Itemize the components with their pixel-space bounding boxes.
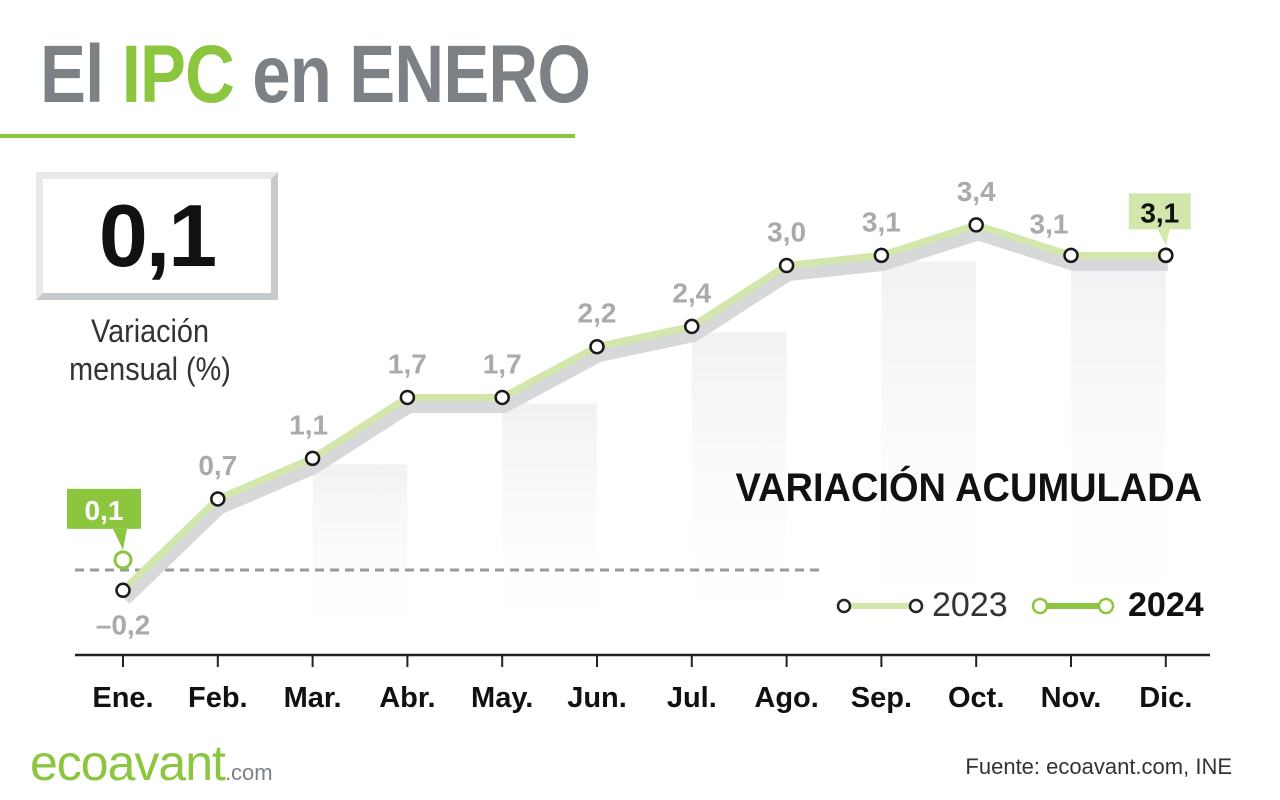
series-2023-value-label: 2,4 bbox=[672, 277, 711, 308]
series-2023-value-label: 1,7 bbox=[483, 348, 522, 379]
series-2023-point bbox=[304, 450, 321, 467]
x-axis-tick-label: Jul. bbox=[667, 682, 717, 714]
series-2023-value-label: 3,0 bbox=[767, 217, 806, 248]
series-2023-point bbox=[210, 491, 226, 507]
series-2023-value-label: –0,2 bbox=[96, 609, 151, 640]
x-axis-tick-label: Jun. bbox=[567, 682, 627, 714]
highlight-tag-dec-pointer bbox=[1157, 229, 1170, 246]
series-2023-line bbox=[120, 221, 1166, 593]
background-band bbox=[1071, 261, 1166, 651]
series-2023-value-label: 3,4 bbox=[957, 176, 996, 207]
series-2023-value-label: 3,1 bbox=[862, 206, 901, 237]
title-suffix: en ENERO bbox=[234, 29, 591, 120]
legend-label-2023: 2023 bbox=[932, 586, 1008, 624]
accumulated-variation-text: VARIACIÓN ACUMULADA bbox=[735, 466, 1202, 510]
x-axis-tick-label: Abr. bbox=[379, 682, 435, 714]
background-band bbox=[881, 261, 977, 651]
x-axis-tick-label: Oct. bbox=[948, 682, 1004, 714]
background-band bbox=[691, 332, 787, 651]
legend-2024-marker-end bbox=[1097, 597, 1115, 615]
series-2023-point bbox=[684, 318, 700, 335]
x-axis-tick-label: Feb. bbox=[188, 682, 248, 714]
highlight-tag-dec bbox=[1128, 193, 1191, 230]
highlight-tag-2024-pointer bbox=[113, 528, 127, 550]
series-2023-value-label: 1,1 bbox=[289, 409, 328, 440]
brand-suffix: .com bbox=[224, 760, 273, 785]
x-axis-tick-label: Sep. bbox=[851, 682, 912, 714]
kpi-box: 0,1 bbox=[36, 172, 278, 300]
brand-logo: ecoavant.com bbox=[30, 734, 273, 792]
x-axis-tick-label: Nov. bbox=[1041, 682, 1102, 714]
x-axis-tick-label: Dic. bbox=[1139, 682, 1192, 714]
background-band bbox=[312, 464, 408, 651]
source-note: Fuente: ecoavant.com, INE bbox=[965, 754, 1232, 779]
x-axis-tick-label: Ene. bbox=[92, 682, 153, 714]
series-2023-point bbox=[1063, 247, 1079, 264]
legend-2023-marker-end bbox=[908, 598, 924, 614]
series-2023-shadow bbox=[120, 227, 1168, 604]
kpi-value: 0,1 bbox=[98, 186, 217, 285]
series-2023-point bbox=[494, 389, 510, 406]
series-2023-value-label: 2,2 bbox=[578, 298, 617, 329]
brand-name: ecoavant bbox=[30, 735, 226, 791]
series-2023-point bbox=[873, 247, 890, 264]
x-axis-tick-label: Mar. bbox=[284, 682, 342, 714]
x-axis-tick-label: Ago. bbox=[754, 682, 818, 714]
title-underline bbox=[0, 134, 575, 138]
legend-label-2024: 2024 bbox=[1128, 586, 1204, 624]
highlight-value-dec: 3,1 bbox=[1140, 197, 1179, 228]
legend-2023-marker-start bbox=[836, 598, 852, 614]
background-band bbox=[502, 403, 597, 651]
series-2023-point bbox=[589, 338, 605, 355]
series-2023-point bbox=[115, 582, 131, 599]
series-2023-value-label: 1,7 bbox=[388, 348, 427, 379]
series-2023-point bbox=[778, 257, 795, 274]
legend-swatches bbox=[836, 597, 1115, 615]
accumulated-variation-title: VARIACIÓN ACUMULADA bbox=[735, 464, 1202, 512]
x-axis-tick-label: May. bbox=[471, 682, 533, 714]
legend-2024-marker-start bbox=[1031, 597, 1049, 615]
series-2023-point-last bbox=[1158, 247, 1174, 264]
kpi-caption: Variación mensual (%) bbox=[69, 313, 231, 387]
title-prefix: El bbox=[40, 29, 122, 120]
page-title: El IPC en ENERO bbox=[40, 28, 591, 122]
series-2023-point bbox=[399, 389, 416, 406]
series-2024-value-label: 0,1 bbox=[85, 495, 124, 526]
series-2024-point bbox=[113, 550, 133, 570]
series-2023-value-label: 3,1 bbox=[1030, 208, 1069, 239]
series-2023-point bbox=[968, 217, 984, 233]
highlight-tag-2024 bbox=[67, 488, 141, 529]
series-2023-value-label: 0,7 bbox=[198, 450, 237, 481]
title-highlight: IPC bbox=[121, 29, 235, 120]
